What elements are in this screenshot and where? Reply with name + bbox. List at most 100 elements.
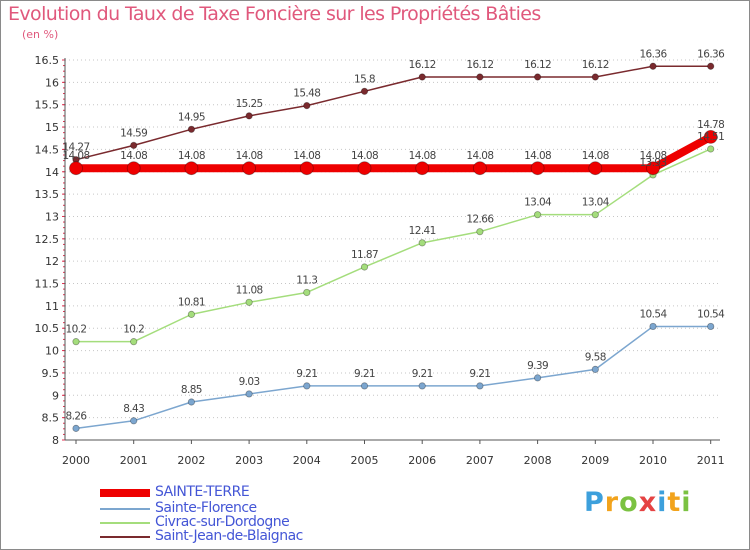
series-line-saint-jean-de-blaignac: [75, 65, 711, 161]
data-point-saint-jean-de-blaignac: [476, 73, 484, 81]
x-tick-labels: 2000 2001 2002 2003 2004 2005 2006 2007 2008 2009…: [62, 454, 725, 467]
y-tick-labels: 8 8.5 9 9.5 10 10.5 11 11.5 12 12.5 13 13.5 14 14.5 15…: [35, 54, 60, 447]
data-point-saint-jean-de-blaignac: [245, 112, 253, 120]
data-label-sainte-florence: 9.39: [527, 360, 548, 372]
logo-letter: x: [638, 487, 658, 518]
y-tick-label: 13.5: [35, 188, 60, 201]
data-point-sainte-terre: [299, 161, 314, 176]
x-tick-label: 2007: [466, 454, 494, 467]
x-tick-label: 2003: [235, 454, 263, 467]
data-label-civrac-sur-dordogne: 10.81: [178, 296, 205, 308]
data-point-saint-jean-de-blaignac: [533, 73, 542, 81]
x-tick-label: 2000: [62, 454, 90, 467]
data-label-saint-jean-de-blaignac: 16.12: [409, 59, 436, 71]
data-point-civrac-sur-dordogne: [72, 338, 80, 346]
data-point-civrac-sur-dordogne: [533, 211, 542, 219]
y-tick-label: 11: [45, 300, 59, 313]
data-point-civrac-sur-dordogne: [476, 228, 484, 236]
data-point-sainte-florence: [707, 322, 715, 331]
data-label-sainte-terre: 14.08: [351, 150, 378, 162]
y-tick-label: 12.5: [35, 233, 60, 246]
y-tick-label: 8.5: [42, 412, 60, 425]
data-point-sainte-terre: [184, 161, 199, 176]
x-tick-label: 2002: [177, 454, 205, 467]
data-label-sainte-florence: 10.54: [697, 308, 725, 320]
data-point-sainte-florence: [533, 374, 542, 382]
data-label-sainte-florence: 9.21: [412, 368, 433, 380]
data-point-sainte-florence: [591, 365, 599, 373]
chart-title: Evolution du Taux de Taxe Foncière sur l…: [8, 3, 541, 25]
data-point-civrac-sur-dordogne: [591, 211, 599, 219]
data-label-civrac-sur-dordogne: 10.2: [66, 324, 87, 336]
data-label-sainte-florence: 8.43: [123, 403, 144, 415]
data-point-sainte-florence: [187, 398, 195, 406]
y-tick-label: 9.5: [42, 367, 60, 380]
legend-label-civrac-sur-dordogne: Civrac-sur-Dordogne: [155, 514, 290, 530]
data-point-sainte-florence: [360, 382, 369, 390]
legend-swatch-sainte-terre: [100, 489, 150, 497]
y-tick-label: 11.5: [35, 278, 60, 291]
x-tick-label: 2005: [351, 454, 379, 467]
data-label-saint-jean-de-blaignac: 14.59: [120, 127, 147, 139]
logo-letter: t: [667, 487, 682, 518]
logo-letter: P: [584, 487, 605, 518]
data-label-civrac-sur-dordogne: 11.08: [236, 284, 263, 296]
data-label-saint-jean-de-blaignac: 16.36: [697, 48, 725, 60]
data-label-saint-jean-de-blaignac: 16.12: [466, 59, 493, 71]
unit-label: (en %): [22, 28, 59, 41]
data-label-sainte-terre: 14.08: [466, 150, 493, 162]
data-label-sainte-florence: 8.26: [66, 410, 88, 422]
data-point-civrac-sur-dordogne: [360, 263, 369, 271]
proxiti-logo: Proxiti: [584, 487, 692, 518]
data-label-sainte-florence: 9.58: [585, 351, 606, 363]
data-point-sainte-terre: [415, 161, 430, 176]
y-tick-label: 13: [45, 210, 59, 223]
data-point-saint-jean-de-blaignac: [130, 141, 138, 149]
data-label-sainte-terre: 14.78: [697, 119, 724, 131]
data-labels-layer: 14.27 14.59 14.95 15.25 15.48 15.8 16.12 16.12 1…: [62, 48, 725, 422]
x-tick-label: 2009: [581, 454, 609, 467]
data-point-saint-jean-de-blaignac: [649, 62, 657, 70]
legend-swatch-saint-jean-de-blaignac: [100, 536, 150, 538]
data-label-saint-jean-de-blaignac: 16.12: [582, 59, 609, 71]
y-tick-label: 15: [45, 121, 59, 134]
data-label-civrac-sur-dordogne: 12.66: [466, 214, 494, 226]
data-label-sainte-florence: 10.54: [639, 308, 667, 320]
data-label-sainte-florence: 9.21: [354, 368, 375, 380]
data-point-sainte-terre: [588, 161, 603, 176]
y-tick-label: 16.5: [35, 54, 60, 67]
legend-label-sainte-terre: SAINTE-TERRE: [155, 484, 250, 500]
x-tick-label: 2006: [408, 454, 436, 467]
y-tick-label: 12: [45, 255, 59, 268]
data-label-sainte-terre: 14.08: [178, 150, 205, 162]
data-point-saint-jean-de-blaignac: [187, 125, 195, 133]
data-label-sainte-florence: 8.85: [181, 384, 202, 396]
data-point-sainte-terre: [357, 161, 372, 176]
data-label-saint-jean-de-blaignac: 15.48: [293, 88, 320, 100]
data-point-sainte-terre: [242, 161, 257, 176]
y-tick-label: 14.5: [35, 143, 60, 156]
data-label-saint-jean-de-blaignac: 15.8: [354, 73, 375, 85]
x-tick-label: 2010: [639, 454, 667, 467]
data-label-civrac-sur-dordogne: 13.04: [524, 197, 552, 209]
data-label-sainte-florence: 9.03: [239, 376, 260, 388]
y-tick-label: 14: [45, 166, 59, 179]
data-point-sainte-terre: [530, 161, 545, 176]
logo-letter: r: [604, 487, 620, 518]
data-label-civrac-sur-dordogne: 12.41: [409, 225, 436, 237]
data-point-civrac-sur-dordogne: [130, 338, 138, 346]
data-point-saint-jean-de-blaignac: [707, 62, 715, 70]
data-point-sainte-florence: [72, 424, 80, 432]
data-point-civrac-sur-dordogne: [707, 145, 715, 153]
data-label-sainte-terre: 14.08: [409, 150, 436, 162]
logo-letter: i: [657, 487, 668, 518]
data-label-sainte-terre: 14.08: [120, 150, 147, 162]
data-point-civrac-sur-dordogne: [418, 239, 426, 247]
data-label-saint-jean-de-blaignac: 14.95: [178, 111, 205, 123]
legend-label-saint-jean-de-blaignac: Saint-Jean-de-Blaignac: [155, 528, 303, 544]
series-layer: [69, 62, 718, 432]
x-tick-label: 2004: [293, 454, 321, 467]
logo-letter: o: [619, 487, 639, 518]
data-point-sainte-terre: [646, 161, 660, 176]
